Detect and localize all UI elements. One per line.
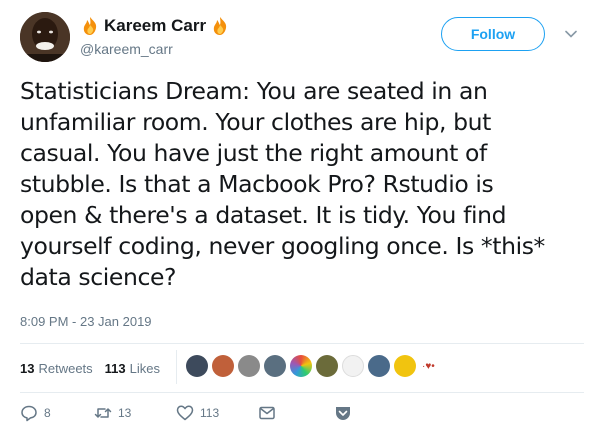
liker-avatar[interactable] [290, 355, 312, 377]
heart-icon [176, 405, 194, 421]
divider [20, 343, 584, 344]
fire-icon [213, 17, 227, 35]
tweet-actions: 8 13 113 [20, 403, 365, 423]
tweet-header: Kareem Carr @kareem_carr Follow [20, 12, 590, 62]
author-name-row[interactable]: Kareem Carr [80, 16, 230, 36]
retweet-button[interactable]: 13 [94, 404, 176, 422]
likes-label: Likes [129, 360, 161, 376]
retweets-label: Retweets [38, 360, 93, 376]
liker-avatar[interactable] [316, 355, 338, 377]
liker-avatar[interactable] [264, 355, 286, 377]
likes-stat[interactable]: 113 Likes [105, 361, 160, 376]
tweet-timestamp[interactable]: 8:09 PM - 23 Jan 2019 [20, 314, 152, 329]
liker-avatar[interactable] [238, 355, 260, 377]
bookmark-button[interactable] [334, 404, 352, 422]
envelope-icon [259, 406, 275, 420]
liker-avatar[interactable] [342, 355, 364, 377]
reply-button[interactable]: 8 [20, 404, 94, 422]
tweet-line: stubble. Is that a Macbook Pro? Rstudio … [20, 170, 494, 198]
liker-avatar[interactable] [186, 355, 208, 377]
retweets-count: 13 [20, 360, 35, 376]
stats-separator [176, 350, 177, 384]
tweet-stats: 13 Retweets 113 Likes [20, 353, 172, 383]
fire-icon [83, 17, 97, 35]
retweets-stat[interactable]: 13 Retweets [20, 361, 93, 376]
reply-count: 8 [44, 406, 51, 420]
more-likers-icon: ·♥• [422, 360, 435, 372]
follow-button[interactable]: Follow [441, 17, 545, 51]
author-handle[interactable]: @kareem_carr [80, 41, 173, 57]
tweet-line: unfamiliar room. Your clothes are hip, b… [20, 108, 491, 136]
author-avatar[interactable] [20, 12, 70, 62]
tweet-line: data science? [20, 263, 177, 291]
avatar-icon [20, 12, 70, 62]
liker-avatar[interactable] [394, 355, 416, 377]
divider [20, 392, 584, 393]
direct-message-button[interactable] [258, 404, 334, 422]
retweet-icon [94, 408, 112, 418]
tweet-line: yourself coding, never googling once. Is… [20, 232, 545, 260]
retweet-count: 13 [118, 406, 132, 420]
author-display-name[interactable]: Kareem Carr [104, 16, 207, 35]
tweet-line: open & there's a dataset. It is tidy. Yo… [20, 201, 507, 229]
like-count: 113 [200, 406, 220, 420]
tweet-line: Statisticians Dream: You are seated in a… [20, 77, 488, 105]
tweet-line: casual. You have just the right amount o… [20, 139, 487, 167]
liker-avatars: ·♥• [186, 355, 435, 377]
likes-count: 113 [104, 360, 126, 376]
liker-avatar[interactable] [212, 355, 234, 377]
chevron-down-icon[interactable] [565, 28, 577, 40]
tweet-text: Statisticians Dream: You are seated in a… [20, 76, 590, 293]
like-button[interactable]: 113 [176, 404, 258, 422]
liker-avatar[interactable] [368, 355, 390, 377]
reply-icon [21, 405, 37, 422]
shield-chevron-icon [336, 407, 350, 420]
